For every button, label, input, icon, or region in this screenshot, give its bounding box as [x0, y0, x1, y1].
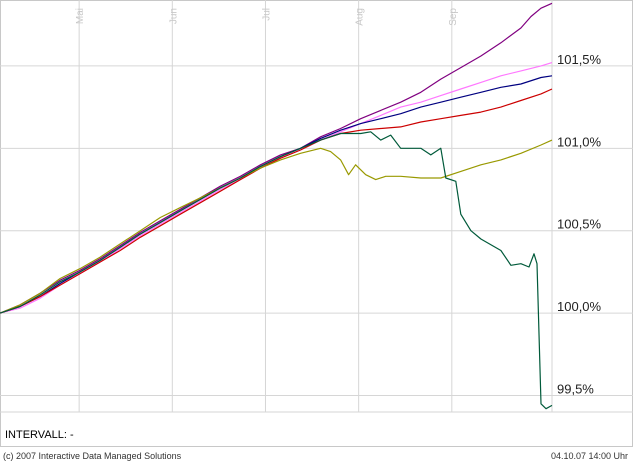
series-line-5 — [0, 131, 553, 410]
x-tick-label: Aug — [355, 8, 366, 26]
y-tick-label: 101,0% — [557, 134, 602, 149]
x-axis-labels: Mai Jun Jul Aug Sep — [75, 8, 459, 26]
x-tick-label: Mai — [75, 8, 86, 24]
y-tick-label: 100,0% — [557, 299, 602, 314]
copyright-text: (c) 2007 Interactive Data Managed Soluti… — [3, 451, 182, 461]
interval-label: INTERVALL: - — [5, 429, 74, 441]
line-chart: Mai Jun Jul Aug Sep 101,5% 101,0% 100,5% 100,0%… — [0, 0, 633, 413]
series-line-1 — [0, 62, 553, 314]
y-tick-label: 99,5% — [557, 382, 594, 397]
series-layer — [0, 2, 553, 410]
y-axis-labels: 101,5% 101,0% 100,5% 100,0% 99,5% — [557, 52, 602, 397]
series-line-3 — [0, 88, 553, 314]
x-tick-label: Jun — [168, 8, 179, 24]
y-tick-label: 100,5% — [557, 217, 602, 232]
chart-grid — [0, 0, 633, 413]
timestamp-text: 04.10.07 14:00 Uhr — [550, 451, 628, 461]
series-line-4 — [0, 139, 553, 314]
chart-frame — [0, 0, 633, 447]
series-line-2 — [0, 75, 553, 314]
x-tick-label: Sep — [448, 8, 459, 26]
x-tick-label: Jul — [261, 8, 272, 21]
series-line-0 — [0, 2, 553, 314]
y-tick-label: 101,5% — [557, 52, 602, 67]
